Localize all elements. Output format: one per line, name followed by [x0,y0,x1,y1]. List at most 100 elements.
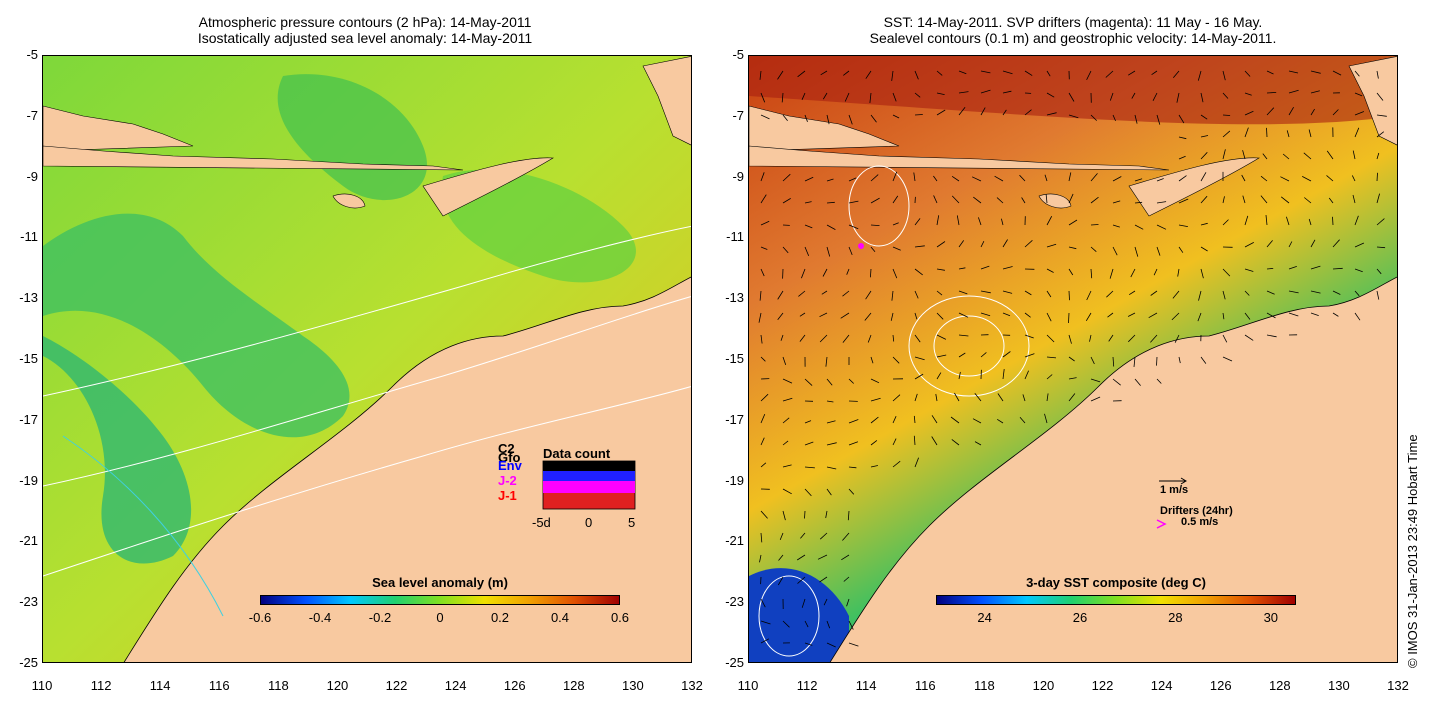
velocity-arrow [1068,219,1078,226]
velocity-arrow [1197,312,1202,322]
velocity-arrow [980,265,990,270]
left-panel-title: Atmospheric pressure contours (2 hPa): 1… [40,14,690,46]
velocity-arrow [913,415,916,424]
velocity-arrow [1086,290,1092,301]
sla-colorbar-tick: -0.4 [308,610,332,625]
velocity-arrow [848,419,859,424]
velocity-arrow [825,510,828,519]
velocity-arrow [1244,92,1252,96]
sla-colorbar-tick: -0.2 [368,610,392,625]
velocity-arrow [1244,215,1249,226]
velocity-arrow [1046,393,1049,402]
velocity-arrow [870,356,874,364]
sumba-island [1038,193,1072,209]
velocity-arrow [804,441,814,446]
velocity-arrow [1265,215,1268,226]
velocity-arrow [1266,70,1274,75]
velocity-arrow [1024,109,1032,116]
velocity-arrow [1090,196,1099,204]
velocity-arrow [1131,92,1136,99]
velocity-arrow [1172,70,1180,78]
velocity-arrow [848,642,859,647]
velocity-arrow [1200,356,1207,364]
velocity-arrow [1222,268,1231,277]
velocity-arrow [1222,290,1226,300]
velocity-arrow [1376,193,1380,204]
velocity-arrow [1024,353,1035,358]
velocity-arrow [1046,374,1053,380]
timor-island [422,157,554,217]
velocity-arrow [782,378,793,384]
right-title-line1: SST: 14-May-2011. SVP drifters (magenta)… [883,14,1263,30]
velocity-arrow [1310,90,1320,94]
velocity-arrow [1332,109,1339,116]
velocity-arrow [782,464,792,468]
velocity-arrow [1178,224,1188,227]
velocity-arrow [1156,356,1158,366]
velocity-arrow [801,268,806,279]
velocity-arrow [956,215,960,226]
velocity-arrow [1172,290,1180,299]
velocity-arrow [1354,70,1360,77]
velocity-arrow [1288,290,1299,294]
velocity-arrow [980,70,991,74]
pressure-contour [43,386,691,577]
velocity-arrow [974,392,982,402]
velocity-arrow [1200,246,1208,252]
left-title-line2: Isostatically adjusted sea level anomaly… [197,30,533,46]
velocity-arrow [1198,290,1202,301]
velocity-arrow [973,196,982,204]
velocity-arrow [1262,153,1268,160]
velocity-arrow [1156,201,1167,204]
velocity-arrow [1286,216,1290,226]
velocity-arrow [1266,240,1273,248]
velocity-arrow [759,70,762,80]
velocity-arrow [914,356,925,361]
right-y-tick: -23 [725,594,744,610]
velocity-arrow [759,554,762,563]
velocity-arrow [819,532,828,540]
velocity-arrow [936,215,940,226]
velocity-arrow [1090,396,1101,402]
velocity-arrow [782,620,790,628]
velocity-arrow [1332,239,1340,248]
satellite-label-env: Env [498,458,522,473]
velocity-arrow [1134,114,1138,124]
velocity-arrow [1001,218,1004,226]
velocity-arrow [1085,312,1092,322]
velocity-arrow [980,290,991,294]
data-count-title: Data count [543,446,611,461]
velocity-arrow [1266,312,1276,319]
velocity-arrow [892,394,901,402]
velocity-arrow [864,312,872,321]
velocity-arrow [1352,150,1356,160]
velocity-arrow [1376,246,1386,249]
velocity-arrow [760,92,766,103]
velocity-arrow [1090,224,1099,226]
velocity-arrow [1376,152,1380,160]
velocity-arrow [804,224,813,229]
right-x-tick: 118 [973,678,995,693]
velocity-arrow [1222,149,1226,160]
velocity-arrow [892,195,899,204]
velocity-arrow [782,114,788,122]
velocity-arrow [848,441,859,446]
velocity-arrow [1178,175,1187,182]
right-y-tick: -13 [725,290,744,306]
right-panel-title: SST: 14-May-2011. SVP drifters (magenta)… [748,14,1398,46]
velocity-arrow [1354,312,1361,321]
velocity-arrow [1304,197,1312,204]
north-land [642,56,691,146]
velocity-arrow [826,466,837,470]
velocity-arrow [760,620,771,625]
velocity-arrow [892,92,897,102]
velocity-arrow [931,415,938,424]
velocity-arrow [971,176,982,182]
velocity-arrow [1266,92,1277,94]
velocity-arrow [954,392,960,402]
velocity-arrow [760,334,763,344]
velocity-arrow [844,92,850,102]
sst-colorbar-title: 3-day SST composite (deg C) [1026,575,1206,590]
velocity-arrow [980,312,991,317]
sst-colorbar [936,595,1296,605]
